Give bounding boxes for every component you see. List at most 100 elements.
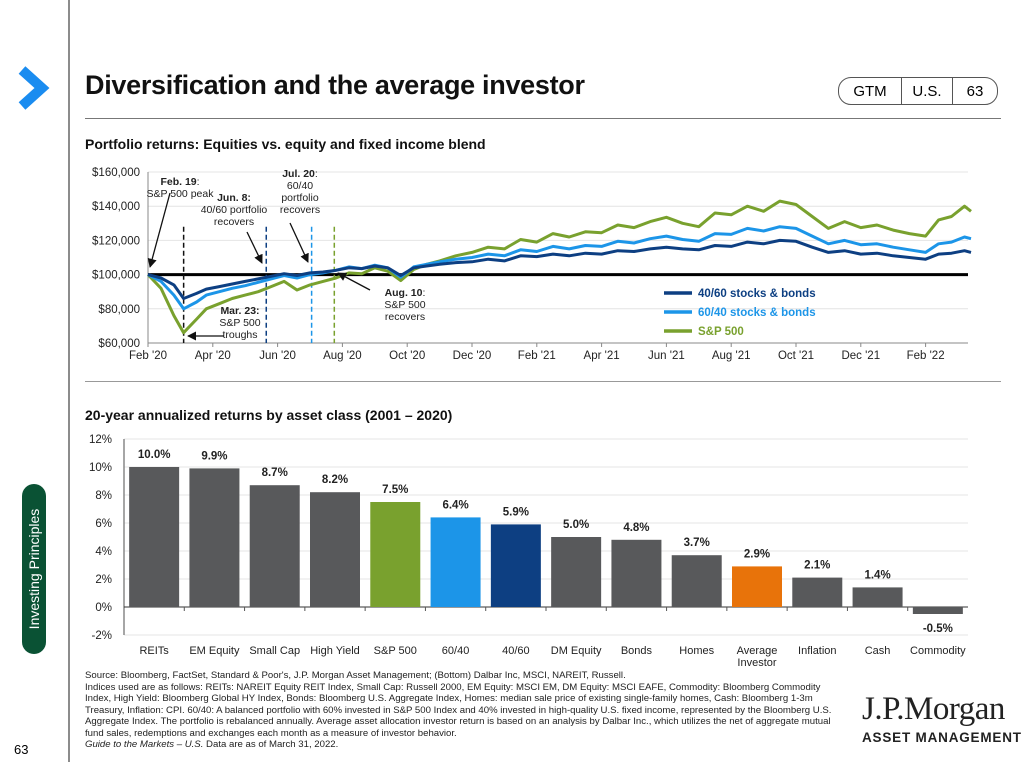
annotation-label: Jul. 20: 60/40 portfolio recovers xyxy=(280,168,320,216)
section-divider xyxy=(85,381,1001,382)
y-tick-label: $100,000 xyxy=(92,270,140,282)
annotation-line: 40/60 portfolio xyxy=(201,204,268,216)
annotation-line: Feb. 19: xyxy=(160,176,199,188)
annotation-date: Mar. 23: xyxy=(220,305,259,317)
y-tick-label: $160,000 xyxy=(92,167,140,179)
x-tick-label: Aug '21 xyxy=(712,350,751,362)
x-tick-label: Oct '20 xyxy=(389,350,425,362)
category-label: Average xyxy=(737,645,778,657)
annotation-date: Jul. 20 xyxy=(282,168,315,180)
annotation-arrow xyxy=(289,222,309,263)
bar xyxy=(310,492,360,607)
section-tab-label: Investing Principles xyxy=(26,508,42,630)
category-label: 40/60 xyxy=(502,645,530,657)
section-tab[interactable]: Investing Principles xyxy=(22,484,46,654)
annotation-label: Feb. 19: S&P 500 peak xyxy=(147,176,215,200)
y-tick-label: -2% xyxy=(92,630,112,642)
x-tick-label: Aug '20 xyxy=(323,350,362,362)
annotation-line: Jul. 20: xyxy=(282,168,318,180)
data-label: 4.8% xyxy=(623,522,649,534)
badge-gtm: GTM xyxy=(853,82,887,100)
annotation-arrow xyxy=(337,272,371,291)
data-label: 7.5% xyxy=(382,484,408,496)
data-label: 2.1% xyxy=(804,560,830,572)
header-divider xyxy=(85,118,1001,119)
badge-page: 63 xyxy=(952,78,997,104)
data-label: -0.5% xyxy=(923,623,953,635)
bar-chart-title: 20-year annualized returns by asset clas… xyxy=(85,407,453,423)
footnote-guide-title: Guide to the Markets – U.S. xyxy=(85,739,204,750)
annotation-label: Aug. 10: S&P 500 recovers xyxy=(384,287,425,323)
legend-label: 60/40 stocks & bonds xyxy=(698,307,816,319)
gtm-badge: GTM U.S. 63 xyxy=(838,77,998,105)
line-chart-title: Portfolio returns: Equities vs. equity a… xyxy=(85,136,486,152)
category-label: EM Equity xyxy=(189,645,240,657)
data-label: 5.0% xyxy=(563,519,589,531)
annotation-line: S&P 500 peak xyxy=(147,188,215,200)
x-tick-label: Feb '20 xyxy=(129,350,167,362)
category-label: Homes xyxy=(679,645,714,657)
y-tick-label: $140,000 xyxy=(92,201,140,213)
footnote-indices: Indices used are as follows: REITs: NARE… xyxy=(85,681,832,739)
annotation-line: recovers xyxy=(214,216,254,228)
bar xyxy=(732,566,782,607)
bar xyxy=(189,468,240,607)
bar xyxy=(611,539,662,607)
data-label: 8.2% xyxy=(322,474,348,486)
legend-label: S&P 500 xyxy=(698,326,744,338)
y-tick-label: 6% xyxy=(95,518,112,530)
data-label: 3.7% xyxy=(684,537,710,549)
category-label: 60/40 xyxy=(442,645,470,657)
portfolio-returns-line-chart: $60,000 $80,000 $100,000 $120,000 $140,000 $1… xyxy=(92,167,972,362)
x-tick-label: Jun '21 xyxy=(648,350,685,362)
x-tick-label: Feb '21 xyxy=(518,350,556,362)
x-tick-label: Apr '21 xyxy=(584,350,620,362)
annotation-date: Feb. 19 xyxy=(160,176,196,188)
category-label: S&P 500 xyxy=(374,645,417,657)
annotation-line: S&P 500 xyxy=(384,299,425,311)
logo-subtitle: ASSET MANAGEMENT xyxy=(862,730,1022,745)
chevron-right-icon xyxy=(18,66,50,110)
legend-label: 40/60 stocks & bonds xyxy=(698,288,816,300)
footnote: Source: Bloomberg, FactSet, Standard & P… xyxy=(85,670,845,751)
annotation-label: Mar. 23: S&P 500 troughs xyxy=(219,305,260,341)
y-tick-label: 0% xyxy=(95,602,112,614)
category-label: DM Equity xyxy=(551,645,602,657)
category-label: Bonds xyxy=(621,645,653,657)
data-label: 2.9% xyxy=(744,548,770,560)
bar xyxy=(852,587,903,607)
annotation-line: 60/40 xyxy=(287,180,313,192)
annotation-line: S&P 500 xyxy=(219,317,260,329)
annotation-arrow xyxy=(147,192,171,268)
badge-region: U.S. xyxy=(901,78,952,104)
footnote-source: Source: Bloomberg, FactSet, Standard & P… xyxy=(85,670,626,681)
y-tick-label: 8% xyxy=(95,490,112,502)
footnote-guide: Guide to the Markets – U.S. Data are as … xyxy=(85,739,845,751)
annotation-arrow xyxy=(246,231,263,264)
category-label: Investor xyxy=(737,657,776,669)
data-label: 10.0% xyxy=(138,449,171,461)
annotation-line: Mar. 23: xyxy=(220,305,259,317)
x-tick-label: Jun '20 xyxy=(259,350,296,362)
y-tick-label: $80,000 xyxy=(98,304,140,316)
series-line xyxy=(147,238,972,300)
bar xyxy=(129,467,180,607)
y-tick-label: 2% xyxy=(95,574,112,586)
bar xyxy=(249,485,300,607)
logo-brand: J.P.Morgan xyxy=(862,691,1005,727)
bar xyxy=(671,555,722,607)
page-number: 63 xyxy=(14,742,29,757)
category-label: Cash xyxy=(865,645,891,657)
x-tick-label: Oct '21 xyxy=(778,350,814,362)
category-label: Commodity xyxy=(910,645,966,657)
bar xyxy=(370,502,421,607)
x-tick-label: Dec '21 xyxy=(841,350,880,362)
annotation-line: Aug. 10: xyxy=(385,287,426,299)
jpmorgan-logo: J.P.Morgan ASSET MANAGEMENT xyxy=(862,692,1022,745)
annotation-line: recovers xyxy=(385,311,425,323)
y-tick-label: $60,000 xyxy=(98,338,140,350)
annotation-line: Jun. 8: xyxy=(217,192,251,204)
x-tick-label: Feb '22 xyxy=(907,350,945,362)
y-tick-label: 12% xyxy=(89,434,112,446)
series-line xyxy=(147,225,972,311)
